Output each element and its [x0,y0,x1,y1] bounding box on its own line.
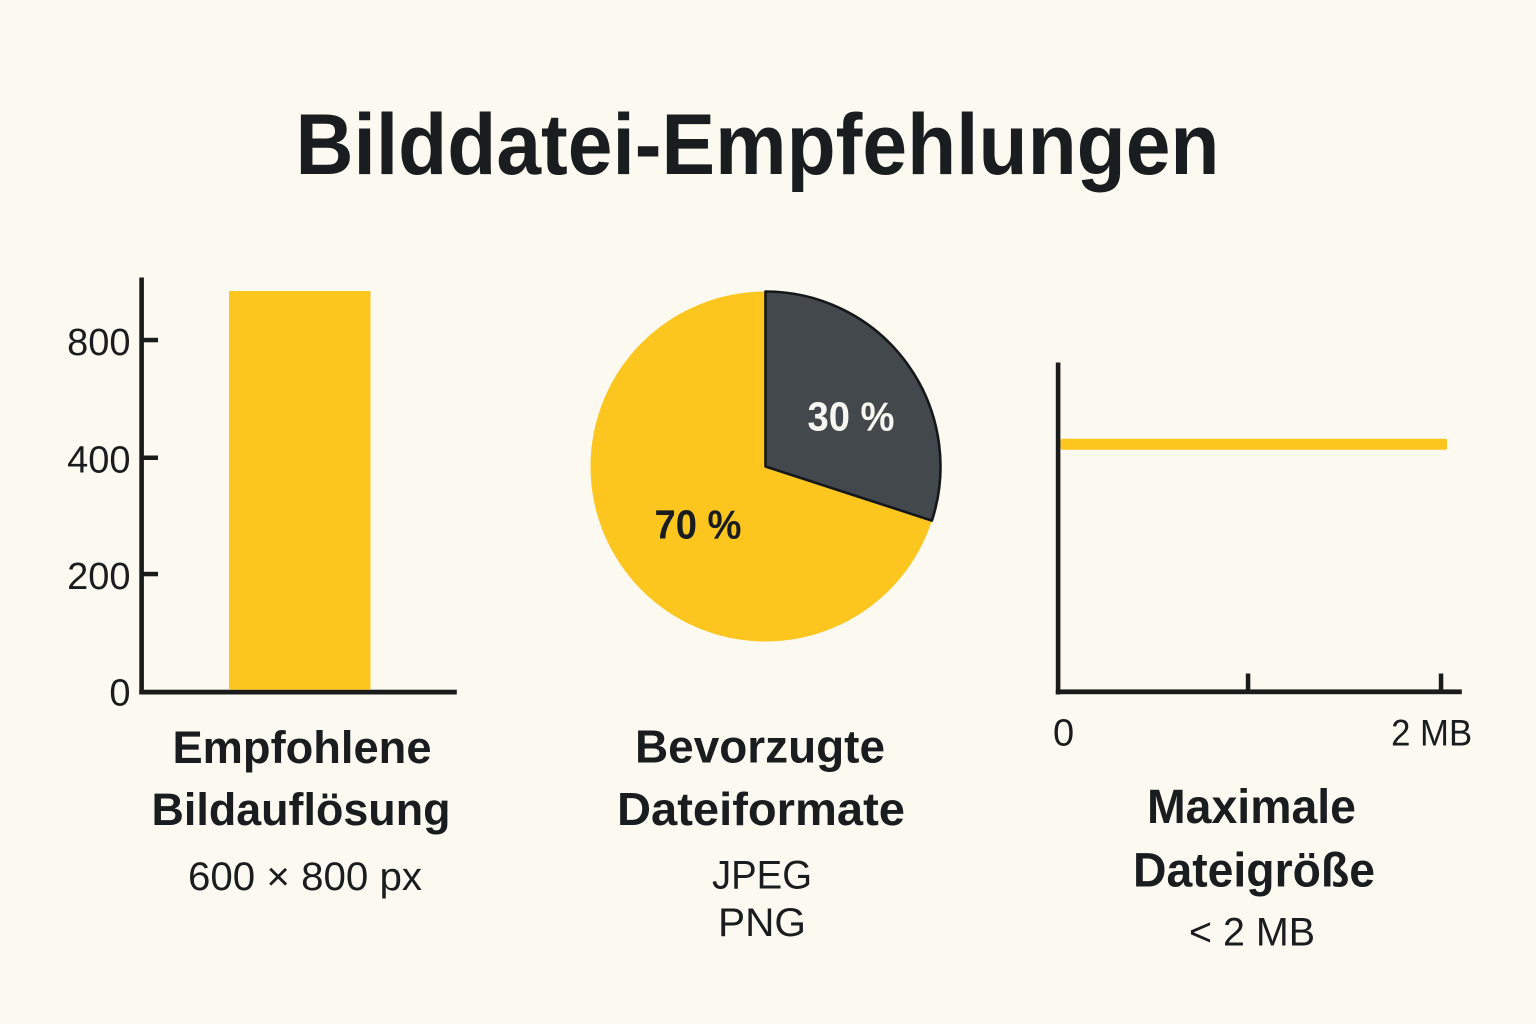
svg-text:800: 800 [67,322,130,364]
svg-text:Dateiformate: Dateiformate [617,783,905,835]
svg-text:70 %: 70 % [655,502,742,548]
svg-text:PNG: PNG [718,901,806,945]
svg-text:Maximale: Maximale [1147,781,1356,834]
svg-text:Bilddatei-Empfehlungen: Bilddatei-Empfehlungen [296,97,1220,193]
svg-text:Bevorzugte: Bevorzugte [635,721,885,773]
svg-text:< 2 MB: < 2 MB [1189,911,1315,955]
svg-text:30 %: 30 % [808,394,895,440]
svg-text:600 × 800 px: 600 × 800 px [188,855,422,899]
svg-text:0: 0 [1053,713,1074,755]
svg-text:Dateigröße: Dateigröße [1133,845,1375,898]
svg-text:Bildauflösung: Bildauflösung [152,784,451,835]
svg-text:0: 0 [109,673,130,715]
svg-text:2 MB: 2 MB [1391,713,1472,754]
svg-text:JPEG: JPEG [712,854,812,898]
svg-text:200: 200 [67,556,130,598]
svg-text:Empfohlene: Empfohlene [173,722,432,773]
svg-text:400: 400 [67,440,130,482]
